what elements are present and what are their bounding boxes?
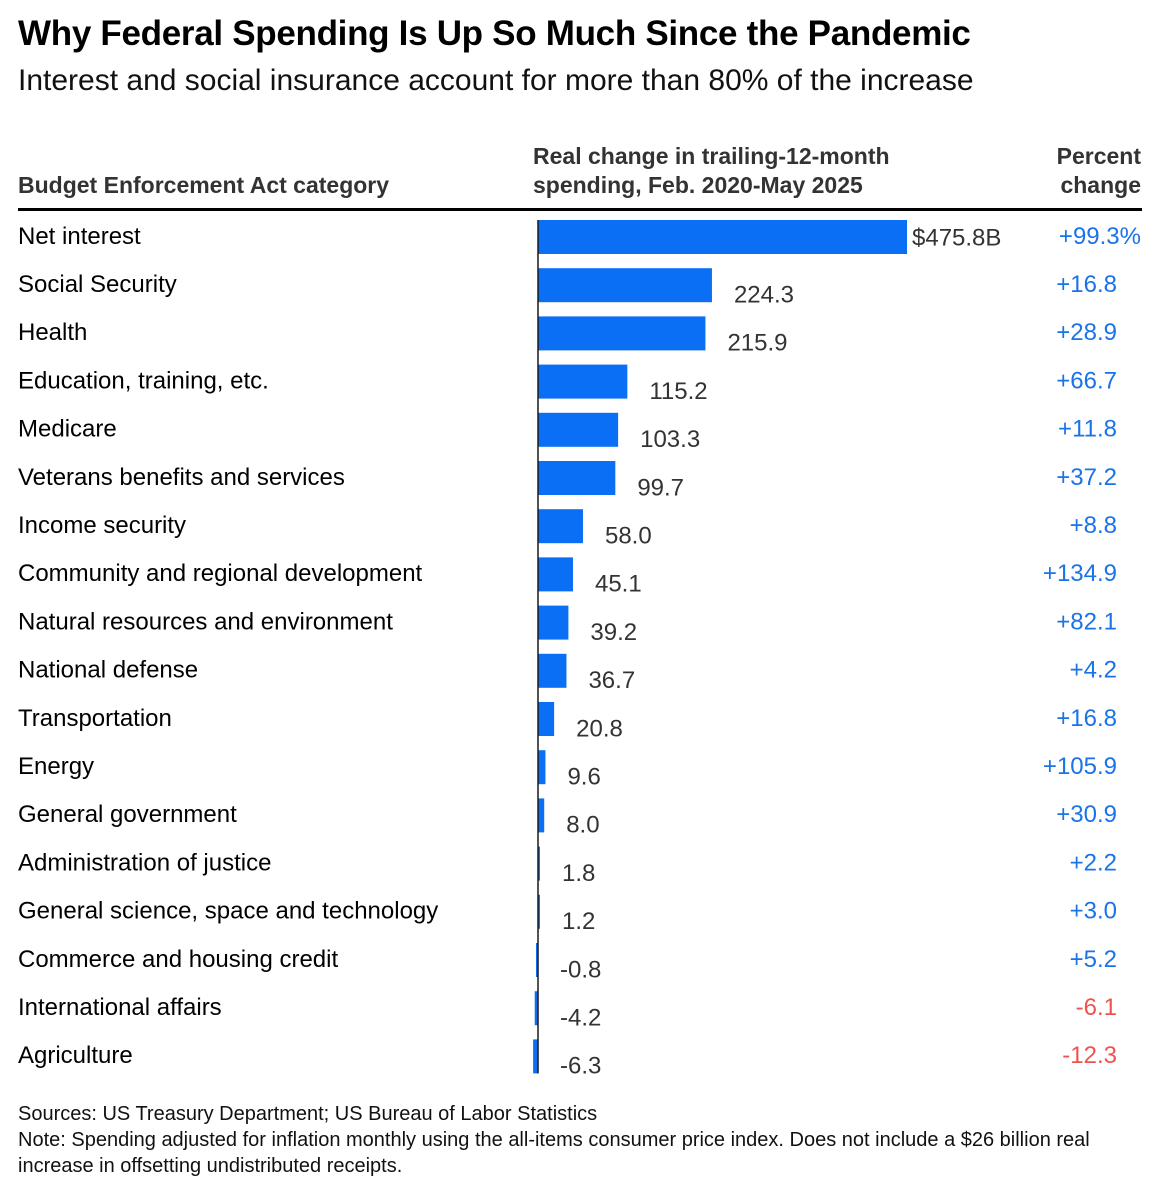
percent-column-header: Percent change <box>1056 143 1141 198</box>
category-label: Veterans benefits and services <box>18 464 345 491</box>
value-label: -4.2 <box>560 1005 601 1032</box>
bar <box>538 846 540 881</box>
chart-footer: Sources: US Treasury Department; US Bure… <box>18 1101 1148 1179</box>
category-label: Medicare <box>18 416 117 443</box>
value-label: 224.3 <box>734 282 794 309</box>
sources-note: Sources: US Treasury Department; US Bure… <box>18 1103 598 1125</box>
bar <box>538 412 619 447</box>
bar <box>538 750 546 785</box>
bar <box>538 461 616 495</box>
value-label: 215.9 <box>727 330 787 357</box>
bar <box>538 894 540 929</box>
category-label: Commerce and housing credit <box>18 946 338 973</box>
category-label: Social Security <box>18 271 177 298</box>
methodology-note: Note: Spending adjusted for inflation mo… <box>18 1129 1090 1177</box>
value-label: 20.8 <box>576 715 623 742</box>
bar <box>538 220 907 254</box>
percent-label: +105.9 <box>1043 753 1117 780</box>
percent-label: +82.1 <box>1056 608 1117 635</box>
category-label: General government <box>18 801 237 828</box>
percent-label: +28.9 <box>1056 319 1117 346</box>
percent-label: -6.1 <box>1076 994 1117 1021</box>
bar <box>538 605 569 640</box>
value-label: $475.8B <box>912 224 1001 251</box>
bar <box>538 798 545 833</box>
percent-label: +2.2 <box>1070 849 1117 876</box>
chart-subtitle: Interest and social insurance account fo… <box>18 64 974 97</box>
value-label: 8.0 <box>566 812 599 839</box>
value-label: 1.8 <box>562 860 595 887</box>
percent-label: +99.3% <box>1059 223 1141 250</box>
value-label: 45.1 <box>595 571 642 598</box>
percent-label: +5.2 <box>1070 946 1117 973</box>
bar <box>538 653 567 688</box>
bar <box>538 316 706 351</box>
bar <box>538 364 628 399</box>
category-label: Transportation <box>18 705 172 732</box>
value-label: 39.2 <box>590 619 637 646</box>
value-label: 103.3 <box>640 426 700 453</box>
category-label: Income security <box>18 512 186 539</box>
value-label: -0.8 <box>560 956 601 983</box>
value-label: 99.7 <box>637 474 684 501</box>
change-column-header: Real change in trailing-12-month spendin… <box>533 143 890 198</box>
percent-label: +30.9 <box>1056 801 1117 828</box>
percent-label: -12.3 <box>1062 1042 1117 1069</box>
value-label: 1.2 <box>562 908 595 935</box>
value-label: 115.2 <box>649 378 707 405</box>
chart-title: Why Federal Spending Is Up So Much Since… <box>18 14 971 53</box>
category-label: Administration of justice <box>18 849 271 876</box>
bar <box>536 943 538 977</box>
percent-label: +16.8 <box>1056 705 1117 732</box>
category-label: Community and regional development <box>18 560 423 587</box>
category-label: Health <box>18 319 87 346</box>
bar <box>533 1039 538 1074</box>
percent-label: +4.2 <box>1070 657 1117 684</box>
bar <box>538 557 573 592</box>
category-label: Energy <box>18 753 94 780</box>
percent-label: +3.0 <box>1070 898 1117 925</box>
percent-label: +66.7 <box>1056 367 1117 394</box>
value-label: 36.7 <box>588 667 635 694</box>
bar <box>538 268 712 303</box>
bar <box>538 509 583 544</box>
percent-label: +37.2 <box>1056 464 1117 491</box>
percent-label: +134.9 <box>1043 560 1117 587</box>
category-column-header: Budget Enforcement Act category <box>18 172 390 198</box>
header-rule <box>18 208 1142 211</box>
category-label: General science, space and technology <box>18 898 438 925</box>
percent-label: +11.8 <box>1058 416 1117 443</box>
percent-label: +16.8 <box>1056 271 1117 298</box>
category-label: Net interest <box>18 223 141 250</box>
category-label: Agriculture <box>18 1042 133 1069</box>
bar <box>534 991 538 1026</box>
category-label: International affairs <box>18 994 222 1021</box>
value-label: -6.3 <box>560 1053 601 1080</box>
value-label: 58.0 <box>605 523 652 550</box>
percent-label: +8.8 <box>1070 512 1117 539</box>
category-label: National defense <box>18 657 198 684</box>
value-label: 9.6 <box>567 764 600 791</box>
bar-chart: Net interest $475.8B +99.3% Social Security… <box>18 220 1141 1080</box>
category-label: Natural resources and environment <box>18 608 393 635</box>
category-label: Education, training, etc. <box>18 367 269 394</box>
bar <box>538 702 555 736</box>
